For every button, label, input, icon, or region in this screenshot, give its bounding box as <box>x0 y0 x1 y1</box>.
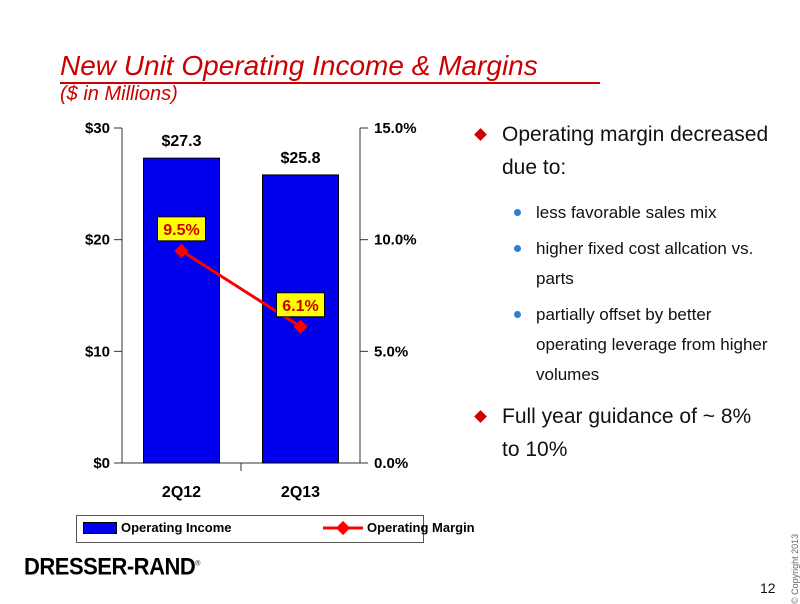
x-category-label: 2Q12 <box>162 484 201 501</box>
line-point-operating-margin <box>174 243 189 258</box>
y-right-tick-label: 15.0% <box>374 120 417 137</box>
dot-bullet-icon <box>514 209 521 216</box>
slide-title: New Unit Operating Income & Margins <box>60 50 538 81</box>
copyright-text: © Copyright 2013 <box>790 533 800 604</box>
slide-title-block: New Unit Operating Income & Margins ($ i… <box>60 50 538 106</box>
bullet-main-1: Operating margin decreased due to: <box>470 118 770 184</box>
sub-bullet-1-text: less favorable sales mix <box>536 203 717 222</box>
y-left-tick-label: $0 <box>93 455 110 472</box>
y-right-tick-label: 5.0% <box>374 343 408 360</box>
sub-bullet-2: higher fixed cost allcation vs. parts <box>470 234 770 294</box>
bar-operating-income <box>143 157 220 464</box>
bullet-main-1-text: Operating margin decreased due to: <box>502 123 769 179</box>
legend-label-operating-margin: Operating Margin <box>367 520 475 535</box>
x-category-label: 2Q13 <box>281 484 320 501</box>
bullet-main-2: Full year guidance of ~ 8% to 10% <box>470 400 770 466</box>
dot-bullet-icon <box>514 311 521 318</box>
line-value-label-box <box>276 292 325 318</box>
line-value-label: 6.1% <box>282 298 318 315</box>
bar-operating-income <box>262 174 339 464</box>
sub-bullet-3: partially offset by better operating lev… <box>470 300 770 390</box>
slide-subtitle: ($ in Millions) <box>60 83 178 105</box>
diamond-bullet-icon <box>474 128 487 141</box>
y-left-tick-label: $20 <box>85 232 110 249</box>
page-number: 12 <box>760 580 776 596</box>
line-point-operating-margin <box>293 319 308 334</box>
chart-legend: Operating Income Operating Margin <box>76 515 475 543</box>
diamond-bullet-icon <box>474 410 487 423</box>
line-value-label: 9.5% <box>163 222 199 239</box>
y-left-tick-label: $30 <box>85 120 110 137</box>
y-right-tick-label: 10.0% <box>374 232 417 249</box>
dot-bullet-icon <box>514 245 521 252</box>
bullet-list: Operating margin decreased due to: less … <box>470 118 770 480</box>
legend-swatch-operating-margin <box>323 520 363 536</box>
bar-value-label: $25.8 <box>280 150 320 167</box>
logo-mark: ® <box>195 560 200 568</box>
sub-bullet-1: less favorable sales mix <box>470 198 770 228</box>
sub-bullet-list: less favorable sales mix higher fixed co… <box>470 198 770 390</box>
bar-value-label: $27.3 <box>161 133 201 150</box>
title-underline <box>60 82 600 84</box>
logo-text: DRESSER-RAND <box>24 552 196 581</box>
bullet-main-2-text: Full year guidance of ~ 8% to 10% <box>502 405 752 461</box>
legend-label-operating-income: Operating Income <box>121 520 232 535</box>
y-left-tick-label: $10 <box>85 343 110 360</box>
sub-bullet-2-text: higher fixed cost allcation vs. parts <box>536 239 754 288</box>
dresser-rand-logo: DRESSER-RAND® <box>24 553 200 582</box>
legend-swatch-operating-income <box>83 522 117 534</box>
y-right-tick-label: 0.0% <box>374 455 408 472</box>
line-value-label-box <box>157 216 206 242</box>
sub-bullet-3-text: partially offset by better operating lev… <box>536 305 768 384</box>
